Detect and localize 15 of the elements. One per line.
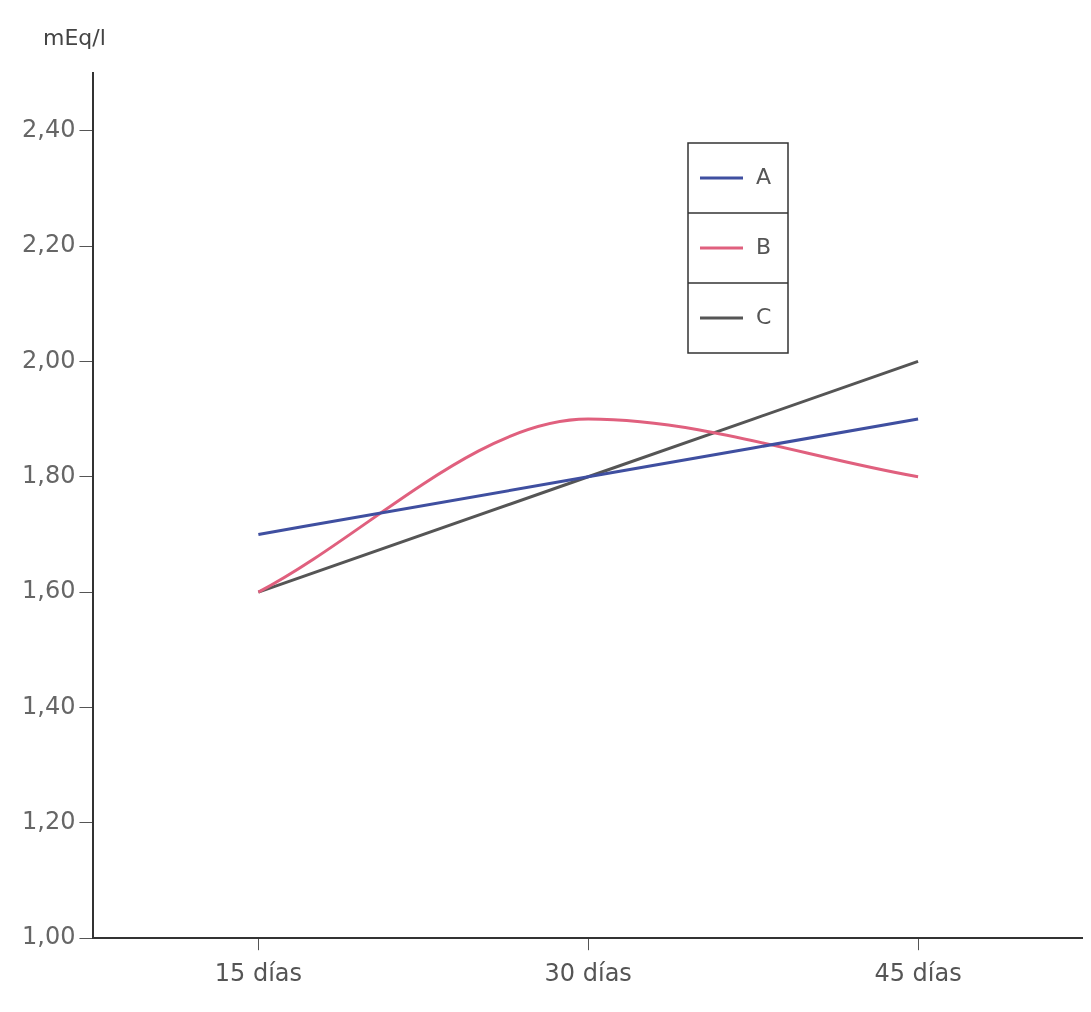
y-tick-label: 2,40	[22, 114, 76, 143]
x-tick-label: 45 días	[874, 958, 962, 987]
y-tick-label: 1,00	[22, 922, 76, 951]
x-tick-label: 30 días	[544, 958, 632, 987]
x-tick-label: 15 días	[214, 958, 303, 987]
legend-label: B	[756, 233, 772, 259]
y-tick-label: 1,40	[22, 691, 76, 720]
legend-label: A	[756, 163, 772, 189]
y-tick-label: 2,00	[22, 345, 76, 374]
y-tick-label: 1,20	[22, 807, 76, 836]
y-tick-label: 2,20	[22, 230, 76, 259]
legend-label: C	[756, 303, 772, 329]
y-axis-title: mEq/l	[43, 24, 106, 50]
y-tick-label: 1,60	[22, 576, 76, 605]
y-tick-label: 1,80	[22, 460, 76, 489]
